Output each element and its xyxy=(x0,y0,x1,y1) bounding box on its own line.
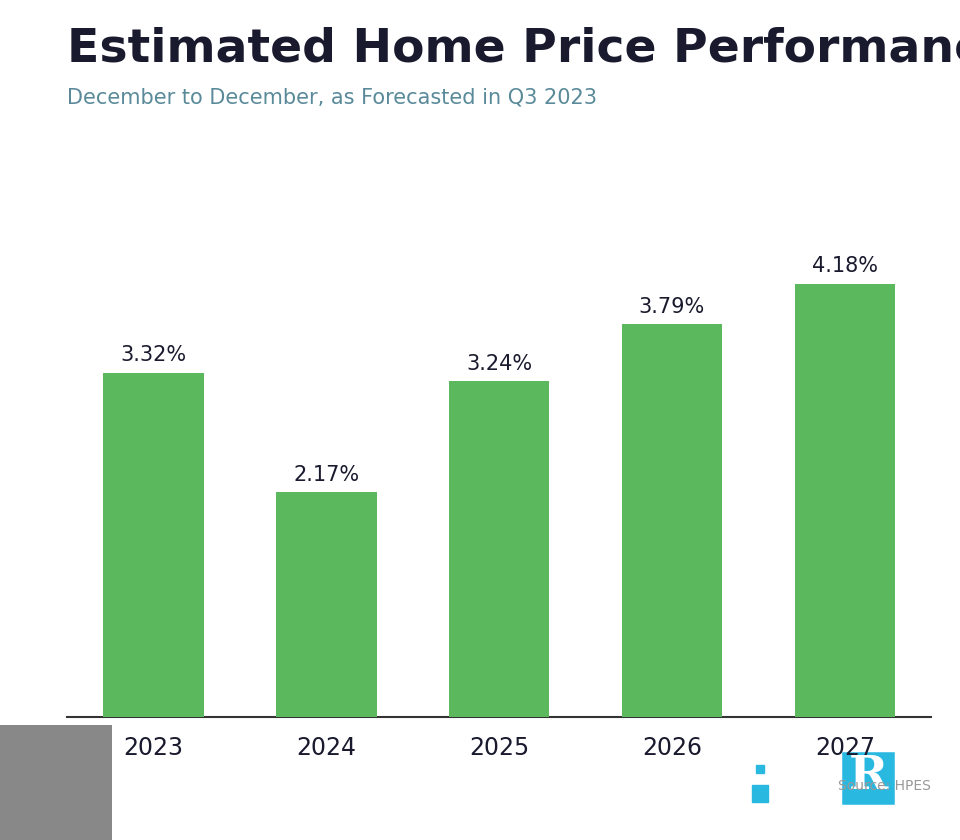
Polygon shape xyxy=(740,778,780,802)
Text: C. Ray Brower: C. Ray Brower xyxy=(228,759,371,776)
Bar xyxy=(840,750,896,806)
Text: OPPORTUNITY: OPPORTUNITY xyxy=(733,815,786,824)
Polygon shape xyxy=(756,765,764,773)
Bar xyxy=(104,373,204,717)
Text: REALTOR®: REALTOR® xyxy=(845,812,891,822)
Text: Source: HPES: Source: HPES xyxy=(838,779,931,792)
Text: Estimated Home Price Performance: Estimated Home Price Performance xyxy=(67,27,960,71)
Bar xyxy=(622,324,722,717)
Text: December to December, as Forecasted in Q3 2023: December to December, as Forecasted in Q… xyxy=(67,87,597,108)
FancyBboxPatch shape xyxy=(113,729,217,836)
Polygon shape xyxy=(736,754,784,778)
Bar xyxy=(449,381,549,717)
Text: Finding Your Perfect Home Brokered By eXp: Finding Your Perfect Home Brokered By eX… xyxy=(228,795,563,810)
Text: 4.18%: 4.18% xyxy=(812,256,877,276)
Text: R: R xyxy=(849,753,888,799)
Text: EQUAL HOUSING: EQUAL HOUSING xyxy=(728,808,792,817)
Text: (209) 300-0311: (209) 300-0311 xyxy=(590,759,720,776)
Text: 3.24%: 3.24% xyxy=(467,354,532,374)
Text: 3.32%: 3.32% xyxy=(121,345,186,365)
Polygon shape xyxy=(752,785,768,802)
Bar xyxy=(0,725,112,840)
Text: 2.17%: 2.17% xyxy=(294,465,359,485)
Bar xyxy=(795,284,895,717)
Bar xyxy=(276,492,376,717)
Text: YourPerfectHomeGroup.com: YourPerfectHomeGroup.com xyxy=(590,793,824,811)
Text: 3.79%: 3.79% xyxy=(638,297,706,317)
